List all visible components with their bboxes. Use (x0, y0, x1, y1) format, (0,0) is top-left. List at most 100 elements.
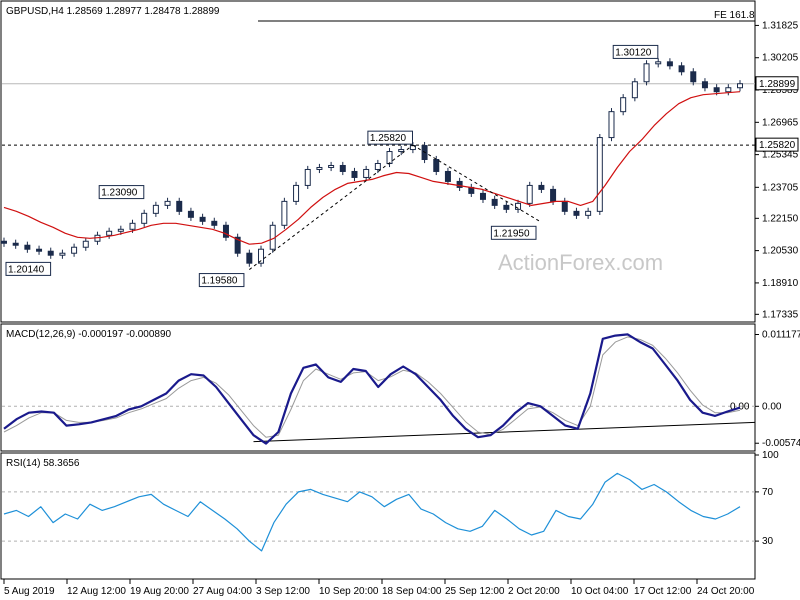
candle-body (585, 210, 592, 216)
swing-label-box (5, 261, 52, 276)
resistance-price-box (755, 137, 799, 152)
watermark: ActionForex.com (498, 250, 663, 275)
macd-y-tick-label: -0.005746 (762, 438, 800, 449)
candle (444, 167, 451, 186)
candle (526, 181, 533, 207)
candle-body (374, 162, 381, 170)
candle-body (234, 236, 241, 254)
swing-label: 1.20140 (5, 261, 52, 276)
candle (538, 181, 545, 194)
swing-label-box (612, 44, 659, 59)
candle (386, 147, 393, 168)
macd-panel-frame (0, 323, 756, 452)
candle (351, 167, 358, 182)
price-y-tick-label: 1.17335 (762, 309, 799, 320)
candle-body (82, 240, 89, 248)
price-y-tick-label: 1.31825 (762, 20, 799, 31)
macd-y-tick-label: 0.011177 (762, 330, 800, 341)
candle-body (199, 216, 206, 222)
candle-body (304, 168, 311, 186)
trendline-down (412, 144, 542, 223)
swing-label-box (367, 130, 413, 145)
macd-line (3, 333, 741, 445)
candle-body (152, 204, 159, 214)
candle-body (117, 228, 124, 232)
candle (701, 78, 708, 92)
candle (666, 58, 673, 70)
candle-body (351, 170, 358, 178)
rsi-panel-frame (0, 452, 756, 580)
swing-label: 1.21950 (490, 225, 537, 240)
candle-body (164, 200, 171, 206)
candle-body (386, 151, 393, 164)
candle (199, 213, 206, 225)
x-tick-label: 3 Sep 12:00 (256, 586, 310, 597)
candle (82, 237, 89, 251)
macd-trendline (253, 421, 756, 443)
current-price-box (755, 76, 799, 91)
candle (246, 249, 253, 267)
candle-body (550, 188, 557, 202)
x-tick-label: 24 Oct 20:00 (697, 586, 755, 597)
swing-label-text: 1.25820 (370, 133, 407, 144)
candle (222, 221, 229, 241)
candle (258, 245, 265, 267)
swing-label-text: 1.23090 (101, 188, 138, 199)
x-tick-label: 19 Aug 20:00 (130, 586, 189, 597)
candle-body (129, 222, 136, 230)
candle-body (187, 210, 194, 218)
price-y-tick-label: 1.18910 (762, 278, 799, 289)
candle (339, 161, 346, 176)
swing-label-box (490, 225, 537, 240)
swing-label: 1.23090 (98, 185, 145, 200)
candle-body (538, 184, 545, 190)
candle-body (631, 81, 638, 99)
moving-average-line (3, 91, 741, 245)
candle-body (643, 63, 650, 83)
candle-body (433, 159, 440, 172)
candle (211, 217, 218, 229)
swing-label-box (198, 273, 245, 288)
fe-161-8-label: FE 161.8 (714, 10, 755, 21)
candle-body (106, 230, 113, 236)
swing-label: 1.25820 (367, 130, 413, 145)
candle (596, 133, 603, 215)
x-tick-label: 27 Aug 04:00 (193, 586, 252, 597)
candle-body (293, 184, 300, 202)
price-layer: 1.31825 1.30205 1.28585 1.26965 1.25345 1.237… (1, 10, 799, 320)
candle-body (515, 202, 522, 210)
candle-body (713, 87, 720, 93)
candle (374, 159, 381, 174)
candle (141, 209, 148, 227)
candle-body (363, 168, 370, 178)
candle-body (246, 252, 253, 264)
x-tick-label: 5 Aug 2019 (4, 586, 55, 597)
candle (456, 177, 463, 192)
candle (608, 108, 615, 142)
candle (737, 80, 743, 92)
candle (468, 183, 475, 197)
candle-body (211, 220, 218, 226)
rsi-panel-title: RSI(14) 58.3656 (6, 458, 80, 469)
candle (433, 155, 440, 176)
resistance-price-label: 1.25820 (759, 140, 796, 151)
x-tick-label: 10 Oct 04:00 (571, 586, 629, 597)
x-tick-label: 2 Oct 20:00 (508, 586, 560, 597)
candle (24, 241, 31, 253)
candle (328, 161, 335, 172)
candle-body (573, 210, 580, 216)
candle (47, 247, 54, 259)
macd-signal-line (3, 336, 741, 438)
candle (187, 207, 194, 221)
candle (106, 227, 113, 239)
candle-body (398, 149, 405, 153)
candle (631, 78, 638, 102)
x-tick-label: 18 Sep 04:00 (382, 586, 442, 597)
price-y-tick-label: 1.25345 (762, 150, 799, 161)
candle (643, 60, 650, 86)
candle (152, 201, 159, 217)
candle (71, 243, 78, 257)
x-axis: 5 Aug 2019 12 Aug 12:00 19 Aug 20:00 27 Aug… (3, 579, 755, 597)
candle-body (24, 244, 31, 250)
